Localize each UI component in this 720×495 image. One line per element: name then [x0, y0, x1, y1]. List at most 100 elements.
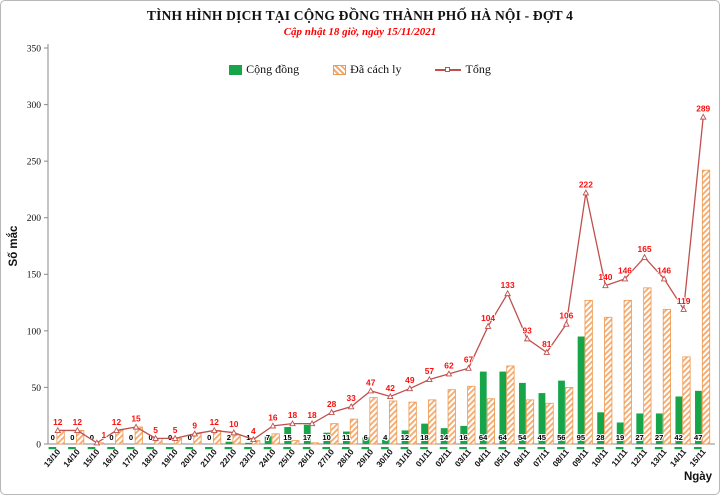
svg-text:56: 56 [557, 433, 565, 442]
svg-text:0: 0 [188, 433, 192, 442]
svg-text:7: 7 [266, 433, 270, 442]
legend-item-tong: Tổng [435, 62, 491, 77]
svg-text:93: 93 [523, 325, 533, 335]
svg-text:13/10: 13/10 [42, 447, 62, 469]
category-base-dashes [48, 447, 702, 450]
svg-text:10: 10 [229, 419, 239, 429]
svg-text:18: 18 [307, 410, 317, 420]
svg-text:146: 146 [618, 265, 632, 275]
svg-text:26/10: 26/10 [297, 447, 317, 469]
legend-label-quarantine: Đã cách ly [350, 62, 402, 76]
svg-text:22/10: 22/10 [218, 447, 238, 469]
svg-text:08/11: 08/11 [551, 447, 571, 468]
legend-swatch-community-icon [229, 64, 243, 75]
svg-text:03/11: 03/11 [453, 447, 473, 468]
svg-text:100: 100 [27, 327, 42, 337]
svg-text:49: 49 [405, 375, 415, 385]
svg-text:0: 0 [148, 433, 152, 442]
svg-text:106: 106 [559, 311, 573, 321]
svg-text:11/11: 11/11 [610, 447, 630, 468]
svg-text:67: 67 [464, 355, 474, 365]
svg-text:19: 19 [616, 433, 624, 442]
svg-text:18: 18 [420, 433, 428, 442]
svg-text:42: 42 [674, 433, 682, 442]
svg-text:57: 57 [425, 366, 435, 376]
svg-text:27/10: 27/10 [316, 447, 336, 469]
svg-text:05/11: 05/11 [492, 447, 512, 468]
svg-text:04/11: 04/11 [473, 447, 493, 468]
legend-swatch-total-icon [435, 65, 462, 74]
chart-legend: Cộng đồng Đã cách ly Tổng [1, 62, 719, 77]
svg-text:42: 42 [386, 383, 396, 393]
svg-text:15: 15 [283, 433, 292, 442]
x-axis-labels: 13/10 14/10 15/10 16/10 17/10 18/10 19/10 20/10… [42, 447, 708, 469]
svg-text:0: 0 [36, 440, 41, 450]
svg-text:0: 0 [129, 433, 133, 442]
svg-text:17: 17 [303, 433, 311, 442]
svg-text:5: 5 [173, 425, 178, 435]
legend-swatch-quarantine-icon [333, 64, 347, 75]
svg-text:20/10: 20/10 [179, 447, 199, 469]
svg-text:12: 12 [210, 417, 220, 427]
svg-text:33: 33 [346, 393, 356, 403]
svg-text:21/10: 21/10 [199, 447, 219, 469]
svg-text:54: 54 [518, 433, 527, 442]
svg-text:18/10: 18/10 [140, 447, 160, 469]
svg-text:14/10: 14/10 [62, 447, 82, 469]
svg-text:1: 1 [102, 430, 107, 440]
svg-text:62: 62 [444, 360, 454, 370]
svg-text:200: 200 [27, 214, 42, 224]
svg-text:146: 146 [657, 265, 671, 275]
svg-text:12: 12 [53, 417, 63, 427]
svg-text:13/11: 13/11 [649, 447, 669, 468]
svg-text:30/10: 30/10 [375, 447, 395, 469]
svg-text:50: 50 [32, 384, 42, 394]
svg-text:31/10: 31/10 [394, 447, 414, 469]
svg-text:12/11: 12/11 [629, 447, 649, 468]
svg-text:0: 0 [109, 433, 113, 442]
svg-text:12: 12 [112, 417, 122, 427]
svg-text:0: 0 [51, 433, 55, 442]
svg-text:10: 10 [322, 433, 330, 442]
svg-text:47: 47 [366, 377, 376, 387]
svg-text:17/10: 17/10 [120, 447, 140, 469]
svg-text:27: 27 [655, 433, 663, 442]
svg-text:23/10: 23/10 [238, 447, 258, 469]
svg-text:140: 140 [598, 272, 612, 282]
svg-text:6: 6 [364, 433, 368, 442]
svg-text:64: 64 [479, 433, 488, 442]
svg-text:27: 27 [635, 433, 643, 442]
svg-text:18: 18 [288, 410, 298, 420]
svg-text:2: 2 [227, 433, 231, 442]
bars-quarantine-group [56, 169, 711, 445]
svg-text:06/11: 06/11 [512, 447, 532, 468]
svg-text:28: 28 [596, 433, 604, 442]
svg-text:14/11: 14/11 [668, 447, 688, 468]
svg-text:350: 350 [27, 44, 42, 54]
svg-text:28/10: 28/10 [336, 447, 356, 469]
svg-text:02/11: 02/11 [434, 447, 454, 468]
legend-item-cong-dong: Cộng đồng [229, 62, 299, 77]
legend-label-total: Tổng [465, 62, 491, 76]
svg-text:10/11: 10/11 [590, 447, 610, 468]
svg-text:15/11: 15/11 [688, 447, 708, 468]
svg-text:01/11: 01/11 [414, 447, 434, 468]
svg-text:16: 16 [268, 412, 278, 422]
svg-text:222: 222 [579, 179, 593, 189]
svg-text:47: 47 [694, 433, 702, 442]
svg-text:12: 12 [401, 433, 409, 442]
axes [47, 44, 715, 445]
x-axis-title: Ngày [684, 471, 713, 483]
svg-text:95: 95 [577, 433, 586, 442]
legend-item-da-cach-ly: Đã cách ly [333, 62, 401, 77]
svg-text:150: 150 [27, 271, 42, 281]
y-axis-ticks: 0 50 100 150 200 250 300 350 [27, 44, 48, 450]
svg-text:16/10: 16/10 [101, 447, 121, 469]
svg-text:15: 15 [131, 414, 141, 424]
legend-label-community: Cộng đồng [246, 62, 300, 76]
y-axis-title: Số mắc [7, 225, 20, 267]
svg-text:28: 28 [327, 399, 337, 409]
